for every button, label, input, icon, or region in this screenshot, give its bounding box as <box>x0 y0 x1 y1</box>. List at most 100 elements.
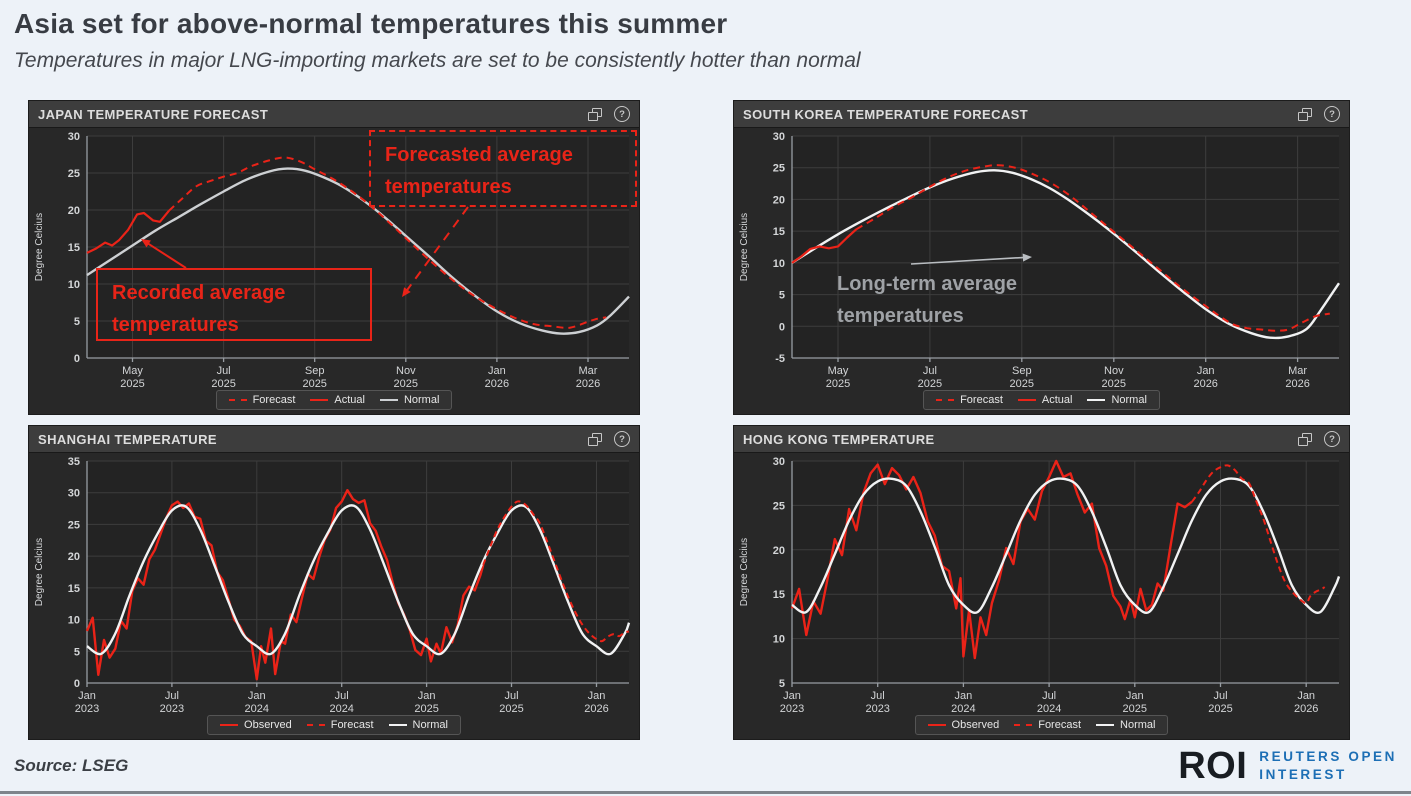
duplicate-icon[interactable] <box>588 432 602 446</box>
help-icon[interactable]: ? <box>1324 106 1340 122</box>
legend-swatch <box>1017 399 1036 401</box>
chart-area: 0 5 10 15 20 25 30 May 2025 Jul 2025 Sep 2025 Nov 2025… <box>29 128 639 390</box>
svg-text:20: 20 <box>773 194 785 206</box>
legend-swatch <box>228 399 247 401</box>
axes: -5 0 5 10 15 20 25 30 May 2025 Jul 2025 Sep 2025 Nov 20… <box>739 131 1339 390</box>
chart-legend: Forecast Actual Normal <box>734 390 1349 412</box>
chart-plot: 0 5 10 15 20 25 30 May 2025 Jul 2025 Sep 2025 Nov 2025… <box>34 131 630 390</box>
legend-swatch <box>388 724 407 726</box>
svg-text:5: 5 <box>779 290 785 302</box>
svg-text:25: 25 <box>773 163 785 175</box>
plot-background <box>792 461 1339 683</box>
page-footer: Source: LSEG ROI REUTERS OPEN INTEREST <box>14 743 1397 789</box>
plot-background <box>792 136 1339 358</box>
legend-item: Forecast <box>936 394 1003 406</box>
annotation-arrow <box>146 241 187 269</box>
panel-south-korea-forecast: SOUTH KOREA TEMPERATURE FORECAST ? -5 0 5 1… <box>733 100 1350 415</box>
legend-label: Normal <box>1111 394 1147 406</box>
legend-label: Forecast <box>960 394 1003 406</box>
svg-text:25: 25 <box>773 500 785 512</box>
legend-label: Forecast <box>1038 719 1082 731</box>
panel-shanghai: SHANGHAI TEMPERATURE ? 0 5 10 15 20 25 30 35 Jan… <box>28 425 640 740</box>
svg-text:30: 30 <box>773 456 785 468</box>
panel-title: SHANGHAI TEMPERATURE <box>38 431 217 447</box>
panel-hong-kong: HONG KONG TEMPERATURE ? 5 10 15 20 25 30 Jan 20… <box>733 425 1350 740</box>
legend-label: Observed <box>244 719 292 731</box>
legend-label: Actual <box>334 394 365 406</box>
axes: 5 10 15 20 25 30 Jan 2023 Jul 2023 Jan 2024 Jul 2024 J… <box>739 456 1339 715</box>
svg-text:5: 5 <box>74 316 80 328</box>
panel-title: HONG KONG TEMPERATURE <box>743 431 935 447</box>
svg-text:30: 30 <box>68 131 80 143</box>
svg-text:10: 10 <box>773 258 785 270</box>
svg-text:25: 25 <box>68 519 80 531</box>
panel-titlebar: HONG KONG TEMPERATURE ? <box>734 426 1349 453</box>
roi-logo-line1: REUTERS OPEN <box>1259 749 1397 765</box>
svg-text:Degree Celcius: Degree Celcius <box>34 213 45 281</box>
svg-text:15: 15 <box>68 583 80 595</box>
chart-plot: -5 0 5 10 15 20 25 30 May 2025 Jul 2025 Sep 2025 Nov 20… <box>739 131 1340 390</box>
page-subtitle: Temperatures in major LNG-importing mark… <box>14 49 861 72</box>
plot-background <box>87 461 629 683</box>
legend-swatch <box>379 399 398 401</box>
help-icon[interactable]: ? <box>1324 431 1340 447</box>
legend-item: Observed <box>927 719 999 731</box>
help-icon[interactable]: ? <box>614 431 630 447</box>
legend-item: Actual <box>1017 394 1073 406</box>
legend-label: Normal <box>1120 719 1156 731</box>
annotation-arrowhead <box>1022 253 1032 262</box>
svg-text:30: 30 <box>773 131 785 143</box>
legend-swatch <box>1014 724 1033 726</box>
legend-item: Actual <box>310 394 365 406</box>
panel-titlebar: SHANGHAI TEMPERATURE ? <box>29 426 639 453</box>
chart-area: 5 10 15 20 25 30 Jan 2023 Jul 2023 Jan 2024 Jul 2024 J… <box>734 453 1349 715</box>
series-normal <box>791 477 1341 614</box>
svg-text:15: 15 <box>773 226 785 238</box>
annotation-recorded-temperatures: Recorded average temperatures <box>96 268 372 341</box>
series-normal <box>791 169 1340 340</box>
legend-label: Actual <box>1041 394 1073 406</box>
legend-item: Normal <box>379 394 440 406</box>
legend-label: Forecast <box>252 394 296 406</box>
axes: 0 5 10 15 20 25 30 35 Jan 2023 Jul 2023 Jan 2024 Jul 20… <box>34 456 629 715</box>
svg-text:5: 5 <box>779 678 785 690</box>
legend-swatch <box>306 724 325 726</box>
chart-area: -5 0 5 10 15 20 25 30 May 2025 Jul 2025 Sep 2025 Nov 20… <box>734 128 1349 390</box>
legend-swatch <box>927 724 946 726</box>
legend-label: Normal <box>403 394 440 406</box>
legend-box: Forecast Actual Normal <box>215 390 453 410</box>
legend-swatch <box>220 724 239 726</box>
help-icon[interactable]: ? <box>614 106 630 122</box>
svg-text:0: 0 <box>74 678 80 690</box>
svg-text:Degree Celcius: Degree Celcius <box>34 538 45 606</box>
series-normal <box>86 504 631 656</box>
annotation-arrowhead <box>402 287 411 297</box>
svg-text:Degree Celcius: Degree Celcius <box>739 538 750 606</box>
svg-text:0: 0 <box>74 353 80 365</box>
bottom-bar <box>0 791 1411 794</box>
duplicate-icon[interactable] <box>1298 432 1312 446</box>
series-forecast <box>855 164 1330 332</box>
series-forecast <box>482 500 630 643</box>
duplicate-icon[interactable] <box>588 107 602 121</box>
duplicate-icon[interactable] <box>1298 107 1312 121</box>
legend-item: Observed <box>220 719 292 731</box>
roi-logo-mark: ROI <box>1178 744 1248 787</box>
panel-title: JAPAN TEMPERATURE FORECAST <box>38 106 269 122</box>
